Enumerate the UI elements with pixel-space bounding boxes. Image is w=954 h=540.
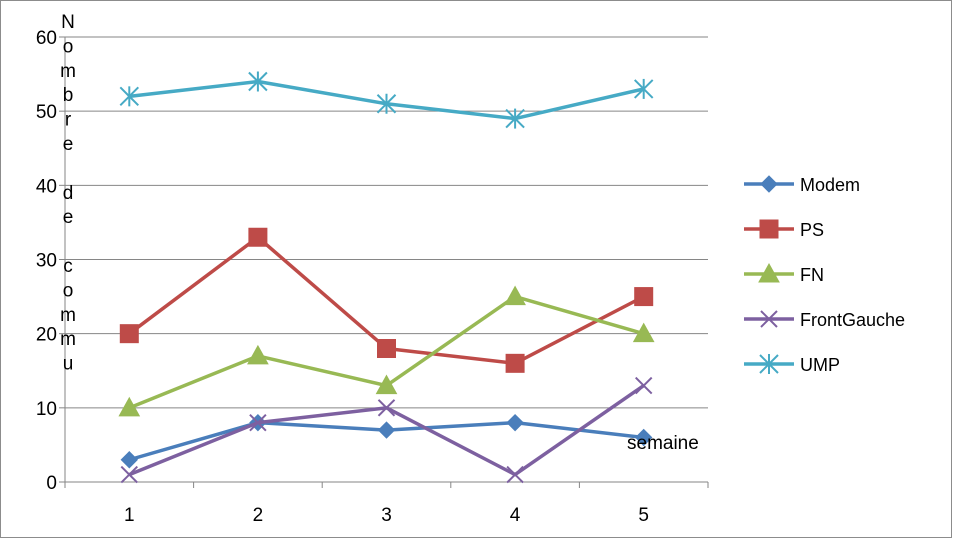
y-axis-label-char: N bbox=[61, 12, 75, 33]
y-axis-label-char: e bbox=[63, 134, 74, 155]
series-ps bbox=[119, 227, 654, 373]
legend-label: FrontGauche bbox=[800, 310, 905, 330]
series bbox=[118, 71, 655, 484]
legend-item-modem: Modem bbox=[744, 175, 860, 195]
data-point-frontgauche bbox=[120, 465, 139, 484]
data-point-fn bbox=[504, 285, 526, 306]
x-tick-label: 1 bbox=[124, 505, 135, 526]
data-point-ps bbox=[248, 227, 268, 247]
data-point-fn bbox=[375, 374, 398, 395]
data-point-modem bbox=[634, 428, 653, 447]
legend-label: Modem bbox=[800, 175, 860, 195]
legend-label: PS bbox=[800, 220, 824, 240]
y-tick-label: 40 bbox=[36, 176, 57, 197]
legend-item-ump: UMP bbox=[744, 354, 840, 375]
y-axis-label-char: e bbox=[63, 207, 74, 228]
y-tick-label: 60 bbox=[36, 28, 57, 49]
data-point-ps bbox=[505, 353, 525, 373]
data-point-frontgauche bbox=[377, 399, 396, 417]
y-axis-label-char: u bbox=[63, 354, 74, 375]
data-point-frontgauche bbox=[506, 465, 524, 484]
data-point-ump bbox=[119, 86, 140, 107]
y-axis-label-char: c bbox=[63, 256, 73, 277]
x-tick-label: 3 bbox=[381, 505, 392, 526]
data-point-modem bbox=[377, 421, 396, 439]
data-point-ump bbox=[376, 93, 397, 114]
y-axis-label-char: m bbox=[60, 329, 76, 350]
y-axis-label-char: r bbox=[65, 110, 72, 131]
data-point-ps bbox=[634, 287, 654, 307]
data-point-modem bbox=[506, 413, 524, 432]
gridlines bbox=[59, 36, 709, 488]
legend-marker bbox=[759, 219, 779, 239]
legend-marker bbox=[760, 310, 778, 328]
series-ump bbox=[119, 71, 654, 129]
y-tick-label: 20 bbox=[36, 325, 57, 346]
data-point-fn bbox=[632, 322, 655, 343]
y-tick-label: 10 bbox=[36, 399, 57, 420]
x-tick-label: 2 bbox=[253, 505, 264, 526]
y-axis-label-char: m bbox=[60, 305, 76, 326]
data-point-fn bbox=[118, 396, 141, 417]
data-point-frontgauche bbox=[634, 376, 653, 395]
data-point-fn bbox=[247, 344, 269, 365]
legend-marker bbox=[760, 175, 778, 193]
legend-item-frontgauche: FrontGauche bbox=[744, 310, 905, 330]
data-point-ump bbox=[633, 78, 654, 99]
legend-marker bbox=[759, 354, 779, 374]
y-axis-label-char: m bbox=[60, 61, 76, 82]
y-tick-label: 0 bbox=[46, 473, 57, 494]
series-modem bbox=[120, 413, 653, 469]
y-axis-label-char: b bbox=[63, 85, 74, 106]
x-axis-label: semaine bbox=[627, 433, 699, 454]
y-axis-label-char: o bbox=[63, 36, 74, 57]
y-axis-label-char: o bbox=[63, 280, 74, 301]
legend-item-ps: PS bbox=[744, 219, 824, 240]
series-fn bbox=[118, 285, 655, 417]
legend-label: UMP bbox=[800, 355, 840, 375]
x-tick-label: 4 bbox=[510, 505, 521, 526]
legend-marker bbox=[758, 262, 780, 283]
tick-labels: 0 10 20 30 40 50 60 1 2 3 4 5 bbox=[36, 28, 649, 526]
legend: Modem PS FN FrontGauche UMP bbox=[744, 175, 905, 375]
y-axis-label-char: d bbox=[63, 183, 74, 204]
data-point-ps bbox=[377, 339, 396, 358]
data-point-ump bbox=[248, 71, 268, 92]
y-tick-label: 50 bbox=[36, 102, 57, 123]
legend-label: FN bbox=[800, 265, 824, 285]
data-point-frontgauche bbox=[249, 413, 267, 432]
data-point-modem bbox=[120, 451, 139, 469]
data-point-ump bbox=[505, 108, 525, 129]
legend-item-fn: FN bbox=[744, 262, 824, 285]
y-tick-label: 30 bbox=[36, 251, 57, 272]
x-tick-label: 5 bbox=[638, 505, 649, 526]
series-frontgauche bbox=[120, 376, 653, 484]
data-point-ps bbox=[119, 324, 139, 344]
